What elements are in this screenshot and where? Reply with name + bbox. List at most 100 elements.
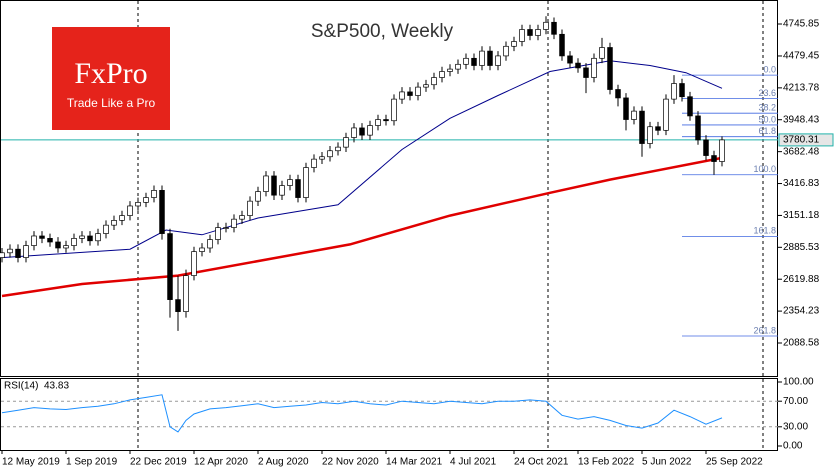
fib-label: 161.8 [753,226,776,236]
candle-body [0,252,5,258]
candle-body [319,156,325,160]
x-tick-label: 4 Jul 2021 [450,457,497,468]
candle-body [495,55,501,66]
candle-body [239,215,245,220]
candle-body [15,248,21,258]
fib-label: 23.6 [758,88,776,98]
fib-label: 38.2 [758,103,776,113]
rsi-panel [0,378,778,451]
candle-body [543,21,549,30]
candle-body [39,235,45,239]
candle-body [335,146,341,152]
x-tick-label: 22 Nov 2020 [322,457,379,468]
candle-body [295,179,301,198]
candle-body [215,227,221,240]
candle-body [183,275,189,312]
x-tick-label: 22 Dec 2019 [130,457,187,468]
candle-body [87,235,93,242]
candle-body [263,175,269,192]
candle-body [111,220,117,226]
candle-body [535,29,541,36]
candle-body [175,299,181,312]
logo-name: FxPro [74,57,147,90]
candle-body [423,84,429,88]
candle-body [671,83,677,100]
candle-body [615,89,621,99]
candle-body [479,50,485,66]
moving-average [1,156,723,298]
candle-body [143,197,149,203]
current-price-label: 3780.31 [783,135,820,146]
candle-body [167,233,173,300]
rsi-tick-label: 30.00 [783,421,808,432]
candle-body [679,83,685,98]
candle-body [287,179,293,186]
candle-body [151,190,157,198]
candle-body [47,238,53,243]
y-tick-label: 2885.53 [783,242,820,253]
x-tick-label: 2 Aug 2020 [258,457,309,468]
logo-box [52,27,170,130]
candle-body [95,233,101,242]
candle-body [247,200,253,216]
candle-body [511,41,517,47]
x-tick-label: 12 May 2019 [2,457,60,468]
fib-label: 100.0 [753,164,776,174]
candle-body [439,71,445,78]
rsi-tick-label: 0.00 [783,441,803,452]
x-tick-label: 24 Oct 2021 [514,457,569,468]
candle-body [703,139,709,156]
candle-body [103,224,109,234]
candle-body [223,227,229,229]
rsi-tick-label: 70.00 [783,396,808,407]
candle-body [663,98,669,131]
candle-body [711,155,717,162]
chart-title: S&P500, Weekly [311,21,454,42]
candle-body [631,110,637,120]
y-tick-label: 2088.58 [783,338,820,349]
candle-body [207,239,213,249]
fib-label: 61.8 [758,126,776,136]
candle-body [279,185,285,196]
candle-body [695,115,701,141]
candle-body [375,119,381,126]
candle-body [327,150,333,158]
y-tick-label: 2354.23 [783,306,820,317]
candle-body [23,245,29,258]
rsi-tick-label: 100.00 [783,377,814,388]
candle-body [159,190,165,234]
candle-body [447,68,453,72]
x-tick-label: 5 Jun 2022 [642,457,692,468]
candle-body [719,139,725,162]
x-tick-label: 13 Feb 2022 [578,457,635,468]
y-tick-label: 3948.43 [783,114,820,125]
candle-body [623,97,629,120]
y-tick-label: 2619.88 [783,274,820,285]
fib-label: 50.0 [758,114,776,124]
candle-body [599,47,605,59]
logo-tagline: Trade Like a Pro [67,96,156,110]
y-tick-label: 3682.48 [783,146,820,157]
candle-body [71,238,77,246]
candle-body [359,127,365,136]
candle-body [311,158,317,168]
candle-body [271,175,277,196]
rsi-current: 43.83 [44,381,69,392]
candle-body [519,29,525,42]
candle-body [647,126,653,144]
y-tick-label: 3151.18 [783,210,820,221]
fib-label: 0.0 [763,64,776,74]
x-tick-label: 1 Sep 2019 [66,457,118,468]
candle-body [31,235,37,246]
rsi-label: RSI(14) [4,381,38,392]
current-price-tag [778,133,834,147]
x-tick-label: 12 Apr 2020 [194,457,248,468]
candle-body [199,247,205,252]
candle-body [487,50,493,66]
candle-body [551,21,557,35]
moving-average [1,60,723,259]
candle-body [63,245,69,249]
candle-body [583,67,589,78]
y-tick-label: 3416.83 [783,178,820,189]
